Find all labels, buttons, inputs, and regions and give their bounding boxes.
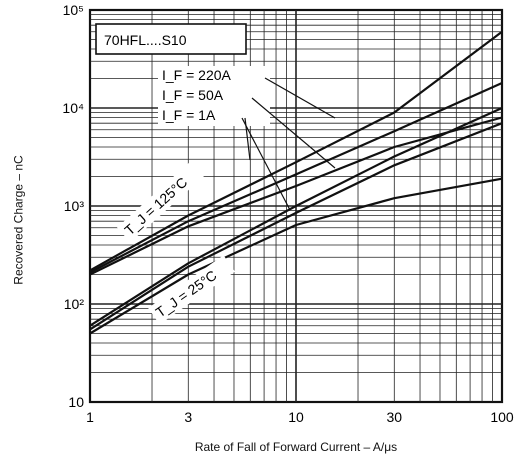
x-axis-label: Rate of Fall of Forward Current – A/μs bbox=[194, 440, 398, 454]
y-tick-label: 10³ bbox=[64, 198, 85, 214]
y-tick-label: 10² bbox=[64, 296, 85, 312]
leader-lines bbox=[241, 77, 336, 211]
part-label-box: 70HFL....S10 bbox=[95, 23, 247, 55]
current-label-1a: I_F = 1A bbox=[162, 107, 216, 123]
x-tick-label: 30 bbox=[386, 409, 402, 425]
current-label-220a: I_F = 220A bbox=[162, 67, 232, 83]
x-tick-label: 3 bbox=[184, 409, 192, 425]
series-line-5 bbox=[89, 177, 503, 335]
series-line-4 bbox=[89, 122, 503, 331]
current-label-50a: I_F = 50A bbox=[162, 87, 224, 103]
x-tick-label: 1 bbox=[86, 409, 94, 425]
ticks: 1 3 10 30 100 10 10² 10³ 10⁴ 10⁵ bbox=[62, 2, 513, 425]
y-axis-label: Recovered Charge – nC bbox=[12, 155, 26, 285]
x-tick-label: 10 bbox=[288, 409, 304, 425]
y-tick-label: 10⁴ bbox=[62, 100, 84, 116]
current-labels: I_F = 220A I_F = 50A I_F = 1A bbox=[158, 66, 270, 126]
y-tick-label: 10⁵ bbox=[63, 2, 84, 18]
part-label: 70HFL....S10 bbox=[104, 32, 187, 48]
series-line-3 bbox=[89, 106, 503, 327]
series-line-0 bbox=[89, 30, 503, 272]
y-tick-label: 10 bbox=[68, 394, 84, 410]
curves bbox=[89, 30, 503, 335]
series-line-1 bbox=[89, 81, 503, 274]
series-line-2 bbox=[89, 116, 503, 276]
x-tick-label: 100 bbox=[490, 409, 514, 425]
